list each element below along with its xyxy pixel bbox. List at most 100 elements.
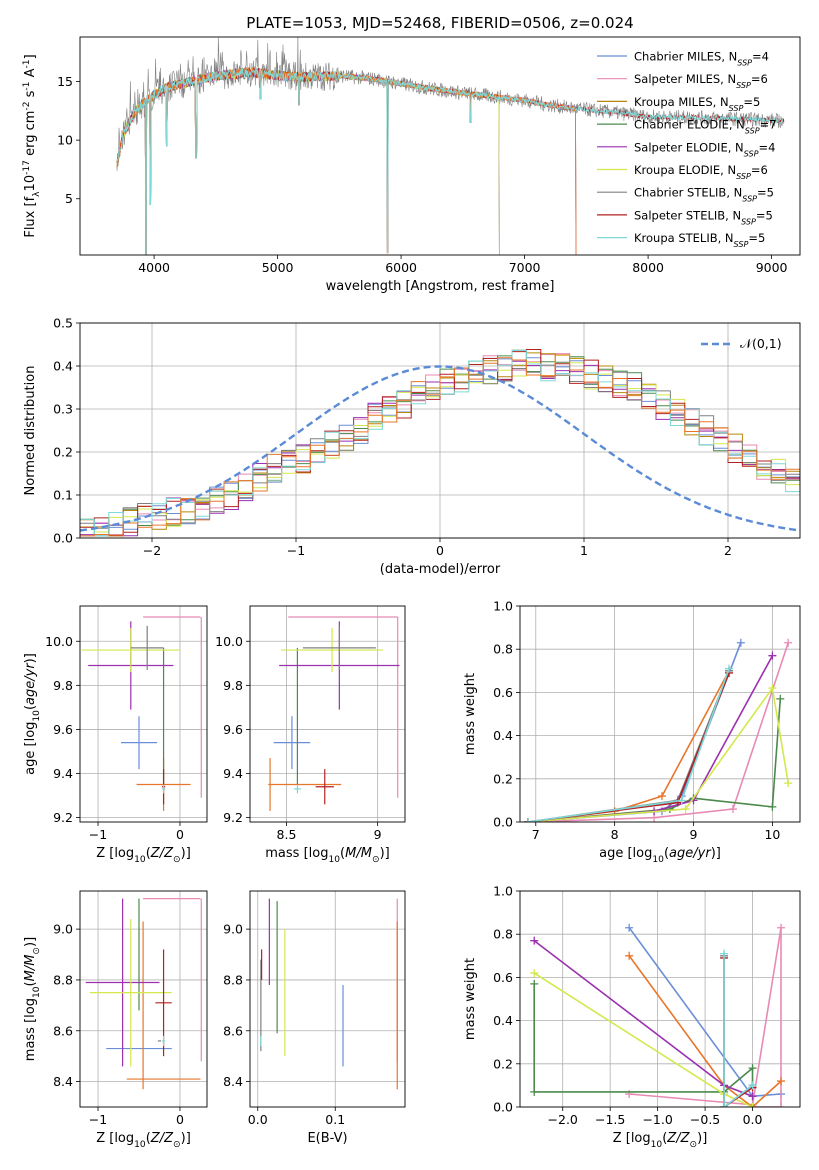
y-tick-label: 8.6 [53, 1023, 73, 1038]
grid [250, 891, 405, 1107]
y-tick-label: 10.0 [215, 634, 243, 649]
y-tick-label: 10.0 [45, 634, 73, 649]
y-tick-label: 5 [65, 191, 73, 206]
x-tick-label: −1 [89, 1112, 107, 1127]
weight-marker [625, 923, 634, 932]
axes-frame [79, 890, 208, 1108]
y-tick-label: 15 [57, 74, 73, 89]
axes-frame [519, 605, 801, 823]
weight-line [533, 983, 754, 1093]
legend-series-name: Kroupa STELIB, N [634, 231, 734, 245]
legend-nssp: =5 [743, 95, 760, 109]
weight-marker [681, 805, 690, 814]
weight-marker [625, 951, 634, 960]
histogram-series [80, 360, 800, 537]
y-tick-label: 0.2 [493, 771, 513, 786]
x-tick-label: 10 [764, 827, 780, 842]
legend-series-name: Salpeter STELIB, N [634, 208, 741, 222]
x-tick-label: 8000 [632, 260, 664, 275]
y-tick-label: 9.4 [223, 766, 243, 781]
y-tick-label: 0.0 [53, 531, 73, 546]
axes-frame [519, 890, 801, 1108]
y-axis-label: Flux [fλ10-17 erg cm-2 s-1 A-1] [22, 54, 42, 237]
y-tick-label: 9.0 [223, 922, 243, 937]
y-tick-label: 9.4 [53, 766, 73, 781]
legend-nssp: =5 [757, 186, 774, 200]
x-tick-label: 8.5 [277, 827, 297, 842]
plot-area [530, 923, 786, 1107]
legend-label: Chabrier MILES, NSSP=4 [634, 50, 769, 68]
x-axis-label: mass [log10(M/M⊙)] [265, 846, 389, 865]
plot-area [116, 37, 785, 255]
weight-marker [530, 936, 539, 945]
x-tick-label: 0 [176, 827, 184, 842]
y-tick-label: 10 [57, 133, 73, 148]
y-tick-label: 0.0 [493, 1100, 513, 1115]
weight-marker [720, 949, 729, 958]
legend-label: Salpeter STELIB, NSSP=5 [634, 208, 773, 226]
x-tick-label: 9000 [756, 260, 788, 275]
weight-marker [677, 796, 686, 805]
plot-area [260, 898, 398, 1090]
y-tick-label: 0.8 [493, 927, 513, 942]
y-tick-label: 9.2 [53, 810, 73, 825]
y-axis-label: Normed distribution [23, 366, 38, 496]
legend-nssp: =4 [752, 50, 769, 64]
legend-label: Chabrier STELIB, NSSP=5 [634, 186, 774, 204]
histogram-series [80, 354, 800, 533]
x-axis-label: wavelength [Angstrom, rest frame] [326, 279, 555, 294]
histogram-series [80, 357, 800, 537]
y-tick-label: 9.6 [223, 722, 243, 737]
weight-marker [768, 802, 777, 811]
x-tick-label: 0.1 [325, 1112, 345, 1127]
axes-frame [249, 605, 406, 823]
legend-nssp: =6 [751, 163, 768, 177]
legend: 𝒩(0,1) [701, 336, 782, 351]
legend-nssp: =7 [760, 118, 777, 132]
weight-marker [748, 1103, 757, 1107]
x-tick-label: 9 [690, 827, 698, 842]
y-tick-label: 9.6 [53, 722, 73, 737]
grid [520, 605, 800, 823]
legend-nssp: =5 [748, 231, 765, 245]
weight-marker [736, 638, 745, 647]
x-tick-label: 1 [580, 543, 588, 558]
x-tick-label: 6000 [385, 260, 417, 275]
mass-vs-EBV-panel: 0.0 0.1 8.4 8.6 8.8 9.0 E(B-V) [223, 890, 406, 1146]
y-tick-label: 0.4 [493, 728, 513, 743]
x-tick-label: −1 [287, 543, 305, 558]
x-tick-label: −1.5 [595, 1112, 625, 1127]
legend-series-name: Chabrier STELIB, N [634, 186, 742, 200]
legend-nssp: =6 [751, 72, 768, 86]
x-tick-label: −0.5 [690, 1112, 720, 1127]
y-tick-label: 1.0 [493, 884, 513, 899]
legend-series-name: Kroupa ELODIE, N [634, 163, 736, 177]
x-tick-label: 0 [436, 543, 444, 558]
weight-marker [530, 1087, 539, 1096]
x-tick-label: −2.0 [548, 1112, 578, 1127]
weight-line [527, 672, 730, 822]
y-tick-label: 1.0 [493, 599, 513, 614]
weight-marker [530, 969, 539, 978]
x-tick-label: 9 [374, 827, 382, 842]
plot-area [268, 616, 400, 811]
y-tick-label: 8.4 [223, 1074, 243, 1089]
y-tick-label: 0.6 [493, 970, 513, 985]
mass-vs-Z-panel: −1 0 8.4 8.6 8.8 9.0 Z [log10(Z/Z⊙)] mass [log1… [23, 890, 208, 1150]
normal-curve [80, 365, 798, 532]
plot-area [81, 616, 202, 811]
weight-marker [530, 979, 539, 988]
y-tick-label: 0.1 [53, 488, 73, 503]
weight-marker [768, 651, 777, 660]
weight-marker [748, 1081, 757, 1090]
legend-label: Kroupa ELODIE, NSSP=6 [634, 163, 768, 181]
y-tick-label: 0.3 [53, 402, 73, 417]
weight-marker [728, 805, 737, 814]
weight-marker [777, 1103, 786, 1107]
histogram-series [80, 354, 800, 537]
y-tick-label: 0.2 [53, 445, 73, 460]
spectrum-line [116, 67, 577, 255]
weight-vs-age-panel: 7 8 9 10 0.0 0.2 0.4 0.6 0.8 1.0 age [log10(age/yr… [463, 599, 801, 865]
y-axis-label: age [log10(age/yr)] [23, 653, 42, 775]
